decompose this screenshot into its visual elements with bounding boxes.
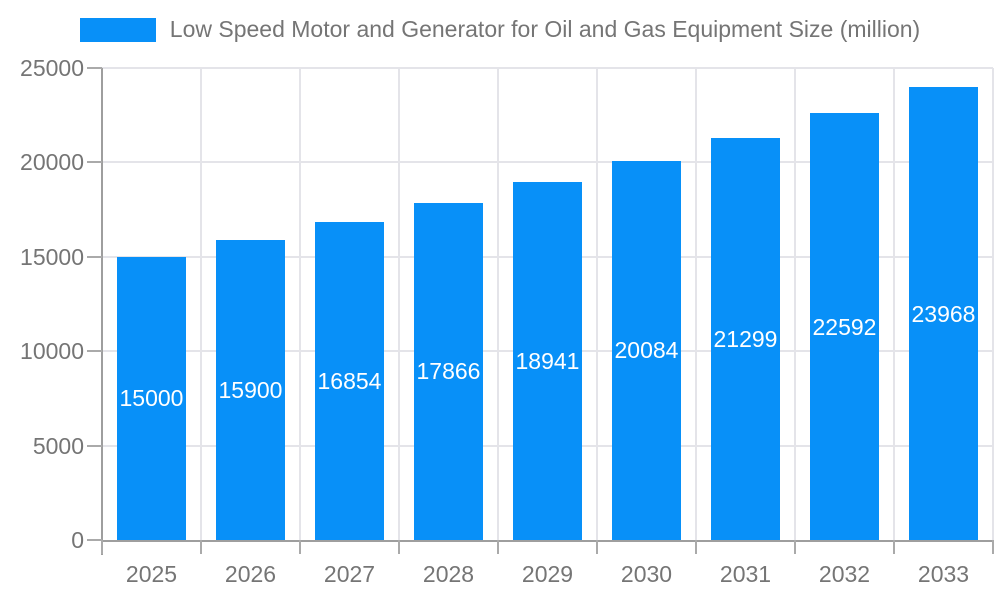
bar-2028[interactable] [413,202,484,540]
legend-label: Low Speed Motor and Generator for Oil an… [169,16,921,42]
bar-2026[interactable] [215,239,286,540]
y-axis-line [101,68,103,555]
x-tick-label: 2025 [125,561,178,587]
x-tick-label: 2026 [224,561,277,587]
x-tick [695,540,697,554]
chart-legend-item[interactable]: Low Speed Motor and Generator for Oil an… [0,16,1000,43]
x-tick-label: 2032 [818,561,871,587]
y-tick-label: 25000 [20,55,84,81]
x-tick [101,540,103,554]
bar-2032[interactable] [809,113,880,540]
category-boundary-line [398,68,400,540]
x-tick [398,540,400,554]
category-boundary-line [992,68,994,540]
legend-swatch [79,17,156,42]
y-tick [87,67,102,69]
gridline [102,161,993,164]
bar-value-label: 20084 [614,337,679,364]
category-boundary-line [200,68,202,540]
bar-value-label: 17866 [416,358,481,385]
x-tick-label: 2027 [323,561,376,587]
category-boundary-line [695,68,697,540]
y-tick [87,350,102,353]
bar-2029[interactable] [512,182,583,540]
gridline [102,67,993,69]
bar-value-label: 15000 [119,385,184,412]
x-tick [794,540,796,554]
x-tick [497,540,499,554]
x-tick [299,540,301,554]
x-tick [200,540,202,554]
bar-value-label: 18941 [515,348,580,375]
y-tick-label: 0 [71,527,84,553]
category-boundary-line [893,68,895,540]
x-axis-line [101,540,994,542]
y-tick-label: 20000 [20,149,84,176]
x-tick-label: 2033 [917,561,970,587]
bar-2033[interactable] [908,87,979,540]
bar-2025[interactable] [116,256,187,540]
bar-value-label: 16854 [317,367,382,394]
x-tick [893,540,895,554]
bar-value-label: 23968 [911,300,976,327]
x-tick [596,540,598,554]
x-tick [992,540,994,554]
category-boundary-line [596,68,598,540]
bar-2030[interactable] [611,160,682,540]
y-tick-label: 10000 [20,338,84,365]
bar-2031[interactable] [710,137,781,540]
y-tick [87,255,102,258]
bar-2027[interactable] [314,221,385,540]
x-tick-label: 2028 [422,561,475,587]
category-boundary-line [794,68,796,540]
x-tick-label: 2030 [620,561,673,587]
category-boundary-line [299,68,301,540]
y-tick [87,444,102,447]
y-tick-label: 5000 [32,432,84,459]
category-boundary-line [497,68,499,540]
bar-value-label: 21299 [713,325,778,352]
y-tick [87,161,102,164]
y-tick [87,539,102,541]
bar-value-label: 22592 [812,313,877,340]
x-tick-label: 2029 [521,561,574,587]
x-tick-label: 2031 [719,561,772,587]
y-tick-label: 15000 [20,243,84,270]
bar-value-label: 15900 [218,376,283,403]
